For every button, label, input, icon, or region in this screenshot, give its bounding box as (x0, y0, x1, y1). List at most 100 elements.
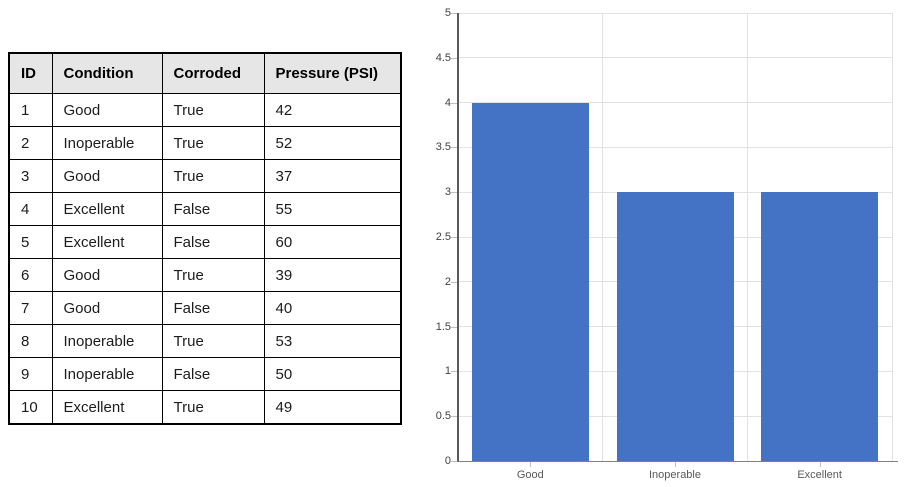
y-axis-tick-label: 2 (444, 275, 451, 288)
table-header-row: ID Condition Corroded Pressure (PSI) (8, 52, 402, 94)
y-axis-tick (451, 416, 458, 418)
x-axis-line (457, 461, 898, 462)
column-header: Pressure (PSI) (263, 52, 402, 94)
table-cell: Inoperable (51, 324, 163, 358)
table-row: 5 Excellent False 60 (8, 225, 402, 259)
y-axis-tick-label: 5 (444, 7, 451, 19)
y-axis-tick (451, 281, 458, 283)
table-cell: Inoperable (51, 357, 163, 391)
y-axis-tick (451, 57, 458, 59)
table-cell: 5 (8, 225, 53, 259)
table-cell: 55 (263, 192, 402, 226)
y-axis-tick-label: 3 (444, 186, 451, 199)
table-cell: True (161, 126, 265, 160)
table-row: 9 Inoperable False 50 (8, 357, 402, 391)
table-cell: 37 (263, 159, 402, 193)
x-axis-tick (675, 462, 676, 467)
table-cell: 6 (8, 258, 53, 292)
y-axis-line (457, 13, 459, 461)
gridline-vertical (746, 13, 748, 461)
table-row: 8 Inoperable True 53 (8, 324, 402, 358)
table-cell: True (161, 93, 265, 127)
y-axis-tick-label: 1 (444, 365, 451, 378)
y-axis-tick (451, 326, 458, 328)
column-header: ID (8, 52, 53, 94)
y-axis-tick-label: 3.5 (435, 141, 451, 154)
table-cell: Excellent (51, 390, 163, 425)
table-cell: 39 (263, 258, 402, 292)
table-cell: Excellent (51, 225, 163, 259)
table-cell: True (161, 324, 265, 358)
table-row: 3 Good True 37 (8, 159, 402, 193)
table-cell: 3 (8, 159, 53, 193)
table-row: 10 Excellent True 49 (8, 390, 402, 425)
table-cell: 4 (8, 192, 53, 226)
table-cell: True (161, 258, 265, 292)
x-axis-tick (530, 462, 532, 467)
table-row: 2 Inoperable True 52 (8, 126, 402, 160)
x-axis-tick (819, 462, 821, 467)
table-cell: 40 (263, 291, 402, 325)
table-cell: Good (51, 291, 163, 325)
gridline-horizontal (458, 102, 892, 104)
gridline-vertical (602, 13, 604, 461)
gridline-vertical (891, 13, 893, 461)
y-axis-tick-label: 0.5 (435, 410, 451, 423)
table-cell: 2 (8, 126, 53, 160)
table-cell: Good (51, 159, 163, 193)
y-axis-tick-label: 4.5 (435, 51, 451, 64)
y-axis-tick (451, 371, 458, 373)
table-cell: Excellent (51, 192, 163, 226)
table-cell: Good (51, 93, 163, 127)
y-axis-tick-label: 0 (444, 455, 451, 467)
table-cell: 49 (263, 390, 402, 425)
y-axis-tick-label: 1.5 (435, 320, 451, 333)
table-row: 6 Good True 39 (8, 258, 402, 292)
y-axis-tick-label: 4 (444, 96, 451, 109)
y-axis-tick (451, 192, 458, 194)
y-axis-tick (451, 461, 458, 462)
table-row: 1 Good True 42 (8, 93, 402, 127)
table-cell: 53 (263, 324, 402, 358)
table-cell: 50 (263, 357, 402, 391)
column-header: Condition (51, 52, 163, 94)
y-axis-tick (451, 102, 458, 104)
table-cell: Good (51, 258, 163, 292)
table-cell: 1 (8, 93, 53, 127)
pipe-data-table: ID Condition Corroded Pressure (PSI) 1 Good T… (8, 52, 402, 425)
table-cell: False (161, 357, 265, 391)
y-axis-tick (451, 13, 458, 14)
y-axis-tick (451, 147, 458, 149)
x-category-label: Excellent (797, 469, 842, 481)
table-cell: Inoperable (51, 126, 163, 160)
x-category-label: Inoperable (649, 469, 701, 481)
gridline-horizontal (458, 12, 892, 14)
table-cell: 8 (8, 324, 53, 358)
bar-inoperable (616, 192, 734, 461)
table-row: 4 Excellent False 55 (8, 192, 402, 226)
bar-excellent (761, 192, 879, 461)
bar-chart: 0 0.5 1 1.5 2 2.5 3 3.5 4 4.5 5 Good Inoperable Excel… (420, 0, 904, 487)
table-body: 1 Good True 42 2 Inoperable True 52 3 Good True 37 4… (8, 93, 402, 425)
table-cell: 42 (263, 93, 402, 127)
table-cell: 7 (8, 291, 53, 325)
table-cell: False (161, 291, 265, 325)
table-cell: 52 (263, 126, 402, 160)
gridline-horizontal (458, 57, 892, 59)
column-header: Corroded (161, 52, 265, 94)
table-cell: 9 (8, 357, 53, 391)
table-header-row: ID Condition Corroded Pressure (PSI) (8, 52, 402, 94)
table-cell: False (161, 225, 265, 259)
table-cell: True (161, 159, 265, 193)
table-cell: False (161, 192, 265, 226)
y-axis-tick-label: 2.5 (435, 231, 451, 243)
gridline-horizontal (458, 146, 892, 148)
table-row: 7 Good False 40 (8, 291, 402, 325)
table-cell: 60 (263, 225, 402, 259)
x-category-label: Good (516, 469, 544, 481)
table-cell: True (161, 390, 265, 425)
table-cell: 10 (8, 390, 53, 425)
bar-good (471, 102, 589, 461)
y-axis-tick (451, 237, 458, 238)
